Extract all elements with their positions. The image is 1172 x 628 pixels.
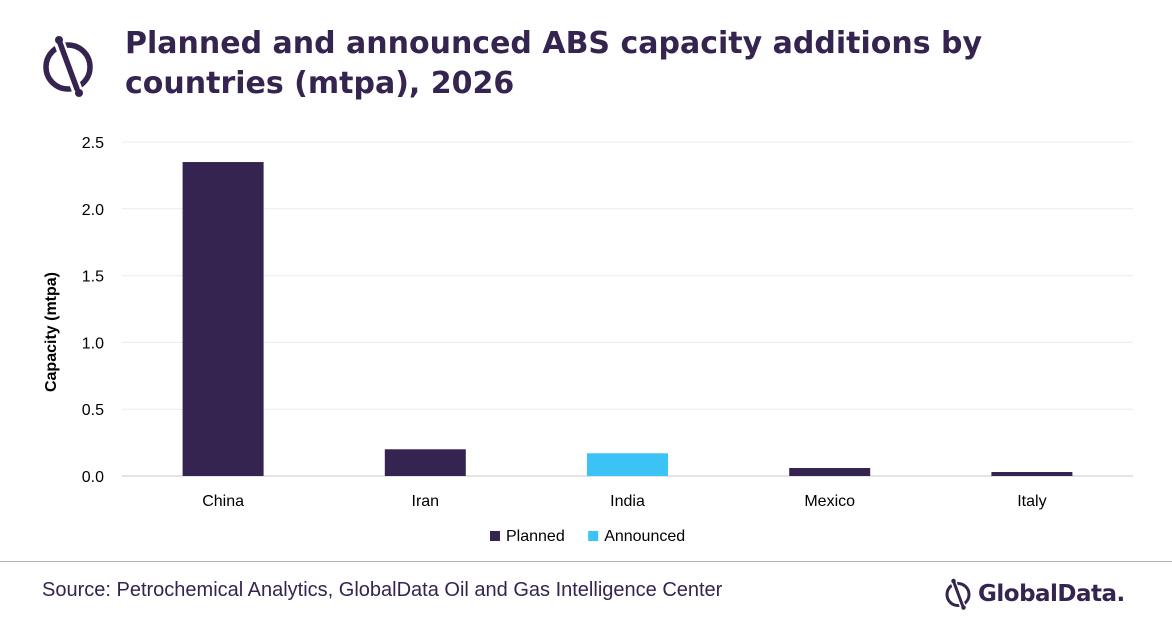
bars [182, 162, 1073, 476]
globaldata-mark-icon [945, 578, 971, 610]
grid-lines [122, 141, 1133, 477]
x-axis-ticks: China Iran India Mexico Italy [202, 493, 1046, 510]
legend-swatch-announced [588, 531, 599, 541]
y-tick-label: 2.0 [82, 202, 104, 219]
y-tick-label: 0.5 [82, 402, 104, 419]
bar-india-announced [587, 453, 668, 476]
bar-china-planned [182, 162, 264, 476]
brand-name: GlobalData. [978, 581, 1125, 607]
chart-title: Planned and announced ABS capacity addit… [125, 26, 983, 101]
legend: Planned Announced [490, 528, 685, 545]
y-tick-label: 2.5 [82, 135, 104, 152]
globaldata-logo-icon [43, 36, 93, 97]
y-axis-ticks: 0.0 0.5 1.0 1.5 2.0 2.5 [82, 135, 104, 486]
bar-chart: 0.0 0.5 1.0 1.5 2.0 2.5 China Iran India Mexico I… [43, 135, 1133, 545]
x-tick-label: Iran [412, 493, 440, 510]
x-tick-label: Mexico [804, 493, 855, 510]
legend-label-announced: Announced [604, 528, 685, 545]
y-tick-label: 1.0 [82, 335, 104, 352]
y-axis-label: Capacity (mtpa) [43, 272, 60, 392]
legend-label-planned: Planned [506, 528, 565, 545]
bar-mexico-planned [789, 467, 871, 476]
y-tick-label: 1.5 [82, 269, 104, 286]
source-note: Source: Petrochemical Analytics, GlobalD… [42, 579, 723, 601]
footer-divider [0, 561, 1172, 562]
x-tick-label: Italy [1017, 493, 1046, 510]
legend-swatch-planned [490, 531, 500, 541]
bar-italy-planned [991, 471, 1073, 476]
x-tick-label: India [610, 493, 645, 510]
x-tick-label: China [202, 493, 244, 510]
y-tick-label: 0.0 [82, 469, 104, 486]
brand-logo: GlobalData. [944, 576, 1125, 612]
bar-iran-planned [384, 449, 466, 476]
